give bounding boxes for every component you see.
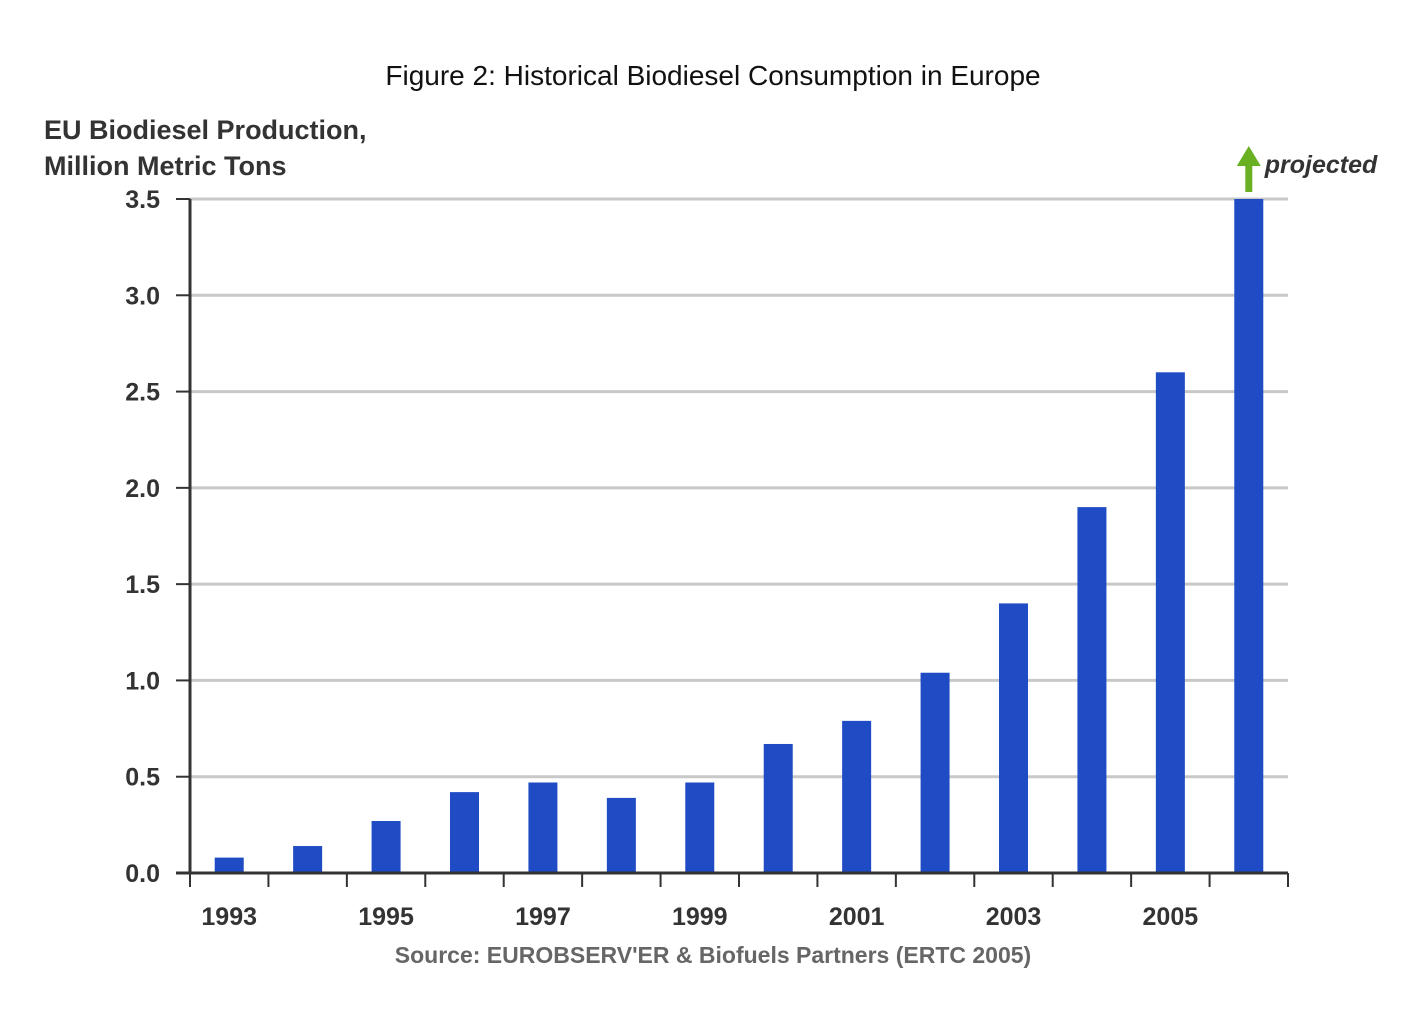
- bar-2002: [920, 672, 950, 873]
- axes: [176, 198, 1289, 887]
- bar-2005: [1155, 372, 1185, 873]
- bar-1993: [214, 857, 244, 873]
- bar-2006: [1234, 199, 1264, 873]
- y-tick-label: 3.0: [125, 282, 160, 310]
- y-tick-label: 1.0: [125, 667, 160, 695]
- y-axis-label-line-1: EU Biodiesel Production,: [44, 115, 367, 145]
- x-tick-label: 2001: [829, 903, 885, 931]
- gridlines: [190, 197, 1288, 779]
- y-tick-label: 2.0: [125, 475, 160, 503]
- y-tick-label: 0.5: [125, 764, 160, 792]
- y-axis-label-line-2: Million Metric Tons: [44, 151, 287, 181]
- x-tick-label: 1993: [201, 903, 257, 931]
- bar-1999: [685, 782, 715, 873]
- figure-title: Figure 2: Historical Biodiesel Consumpti…: [385, 60, 1041, 91]
- y-tick-label: 3.5: [125, 186, 160, 214]
- bar-2000: [763, 743, 793, 873]
- y-tick-label: 2.5: [125, 379, 160, 407]
- bar-2001: [842, 720, 872, 873]
- bar-1995: [371, 821, 401, 873]
- y-axis-label: EU Biodiesel Production, Million Metric …: [44, 112, 367, 184]
- projected-annotation: projected: [1236, 146, 1378, 192]
- y-tick-label: 0.0: [125, 860, 160, 888]
- bar-1996: [450, 792, 479, 873]
- source-note: Source: EUROBSERV'ER & Biofuels Partners…: [394, 942, 1032, 968]
- x-tick-label: 2005: [1143, 903, 1199, 931]
- y-tick-labels: 0.0 0.5 1.0 1.5 2.0 2.5 3.0 3.5: [125, 186, 160, 888]
- x-tick-labels: 1993 1995 1997 1999 2001 2003 2005: [201, 903, 1198, 931]
- projected-label: projected: [1264, 151, 1378, 179]
- x-tick-label: 2003: [986, 903, 1042, 931]
- bar-2004: [1077, 507, 1107, 873]
- bars: [214, 199, 1264, 873]
- bar-2003: [999, 603, 1028, 873]
- bar-1994: [293, 846, 323, 873]
- bar-1997: [528, 782, 558, 873]
- y-tick-label: 1.5: [125, 571, 160, 599]
- projected-arrow-icon: [1236, 146, 1261, 166]
- x-tick-label: 1997: [515, 903, 571, 931]
- bar-1998: [606, 797, 636, 873]
- x-tick-label: 1995: [358, 903, 414, 931]
- x-tick-label: 1999: [672, 903, 728, 931]
